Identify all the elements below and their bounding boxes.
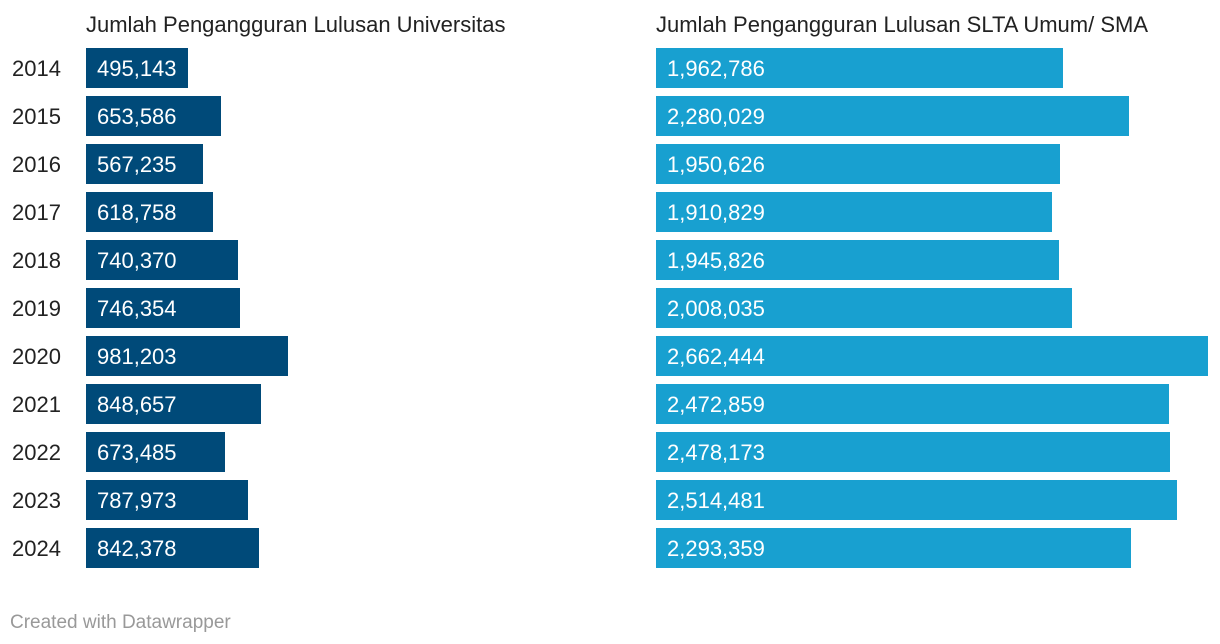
- bar-sma-2016[interactable]: [656, 144, 1060, 184]
- value-label-sma-2014: 1,962,786: [667, 56, 765, 81]
- year-label-2015: 2015: [12, 104, 61, 129]
- value-label-universitas-2020: 981,203: [97, 344, 177, 369]
- value-label-universitas-2018: 740,370: [97, 248, 177, 273]
- bar-sma-2018[interactable]: [656, 240, 1059, 280]
- bar-sma-2021[interactable]: [656, 384, 1169, 424]
- year-label-2024: 2024: [12, 536, 61, 561]
- footer-credit[interactable]: Created with Datawrapper: [10, 612, 231, 633]
- value-label-sma-2020: 2,662,444: [667, 344, 765, 369]
- value-label-universitas-2023: 787,973: [97, 488, 177, 513]
- year-label-2014: 2014: [12, 56, 61, 81]
- bar-sma-2019[interactable]: [656, 288, 1072, 328]
- year-label-2018: 2018: [12, 248, 61, 273]
- bar-universitas-2016[interactable]: [86, 144, 203, 184]
- value-label-universitas-2022: 673,485: [97, 440, 177, 465]
- bar-universitas-2020[interactable]: [86, 336, 288, 376]
- value-label-sma-2019: 2,008,035: [667, 296, 765, 321]
- bar-universitas-2022[interactable]: [86, 432, 225, 472]
- value-label-sma-2022: 2,478,173: [667, 440, 765, 465]
- value-label-sma-2023: 2,514,481: [667, 488, 765, 513]
- panel-title-sma: Jumlah Pengangguran Lulusan SLTA Umum/ S…: [656, 12, 1148, 37]
- bar-universitas-2019[interactable]: [86, 288, 240, 328]
- value-label-sma-2021: 2,472,859: [667, 392, 765, 417]
- year-labels: 2014 2015 2016 2017 2018 2019 2020 2021 2022 2023…: [12, 56, 61, 561]
- value-label-universitas-2024: 842,378: [97, 536, 177, 561]
- value-label-sma-2017: 1,910,829: [667, 200, 765, 225]
- bar-sma-2022[interactable]: [656, 432, 1170, 472]
- bar-sma-2023[interactable]: [656, 480, 1177, 520]
- year-label-2021: 2021: [12, 392, 61, 417]
- bar-universitas-2023[interactable]: [86, 480, 248, 520]
- value-label-universitas-2016: 567,235: [97, 152, 177, 177]
- value-label-universitas-2015: 653,586: [97, 104, 177, 129]
- bar-universitas-2015[interactable]: [86, 96, 221, 136]
- value-label-universitas-2017: 618,758: [97, 200, 177, 225]
- bar-universitas-2017[interactable]: [86, 192, 213, 232]
- value-label-universitas-2019: 746,354: [97, 296, 177, 321]
- year-label-2020: 2020: [12, 344, 61, 369]
- year-label-2023: 2023: [12, 488, 61, 513]
- bar-universitas-2021[interactable]: [86, 384, 261, 424]
- bar-universitas-2014[interactable]: [86, 48, 188, 88]
- value-label-sma-2018: 1,945,826: [667, 248, 765, 273]
- value-label-universitas-2014: 495,143: [97, 56, 177, 81]
- bar-sma-2017[interactable]: [656, 192, 1052, 232]
- panel-title-universitas: Jumlah Pengangguran Lulusan Universitas: [86, 12, 505, 37]
- value-label-sma-2024: 2,293,359: [667, 536, 765, 561]
- bar-sma-2014[interactable]: [656, 48, 1063, 88]
- bar-universitas-2018[interactable]: [86, 240, 238, 280]
- bar-sma-2024[interactable]: [656, 528, 1131, 568]
- bar-universitas-2024[interactable]: [86, 528, 259, 568]
- bars-universitas: 495,143 653,586 567,235 618,758 740,370 746,3…: [86, 48, 288, 568]
- bar-sma-2015[interactable]: [656, 96, 1129, 136]
- year-label-2022: 2022: [12, 440, 61, 465]
- year-label-2017: 2017: [12, 200, 61, 225]
- bars-sma: 1,962,786 2,280,029 1,950,626 1,910,829 1,94…: [656, 48, 1208, 568]
- bar-sma-2020[interactable]: [656, 336, 1208, 376]
- year-label-2019: 2019: [12, 296, 61, 321]
- value-label-universitas-2021: 848,657: [97, 392, 177, 417]
- value-label-sma-2016: 1,950,626: [667, 152, 765, 177]
- value-label-sma-2015: 2,280,029: [667, 104, 765, 129]
- year-label-2016: 2016: [12, 152, 61, 177]
